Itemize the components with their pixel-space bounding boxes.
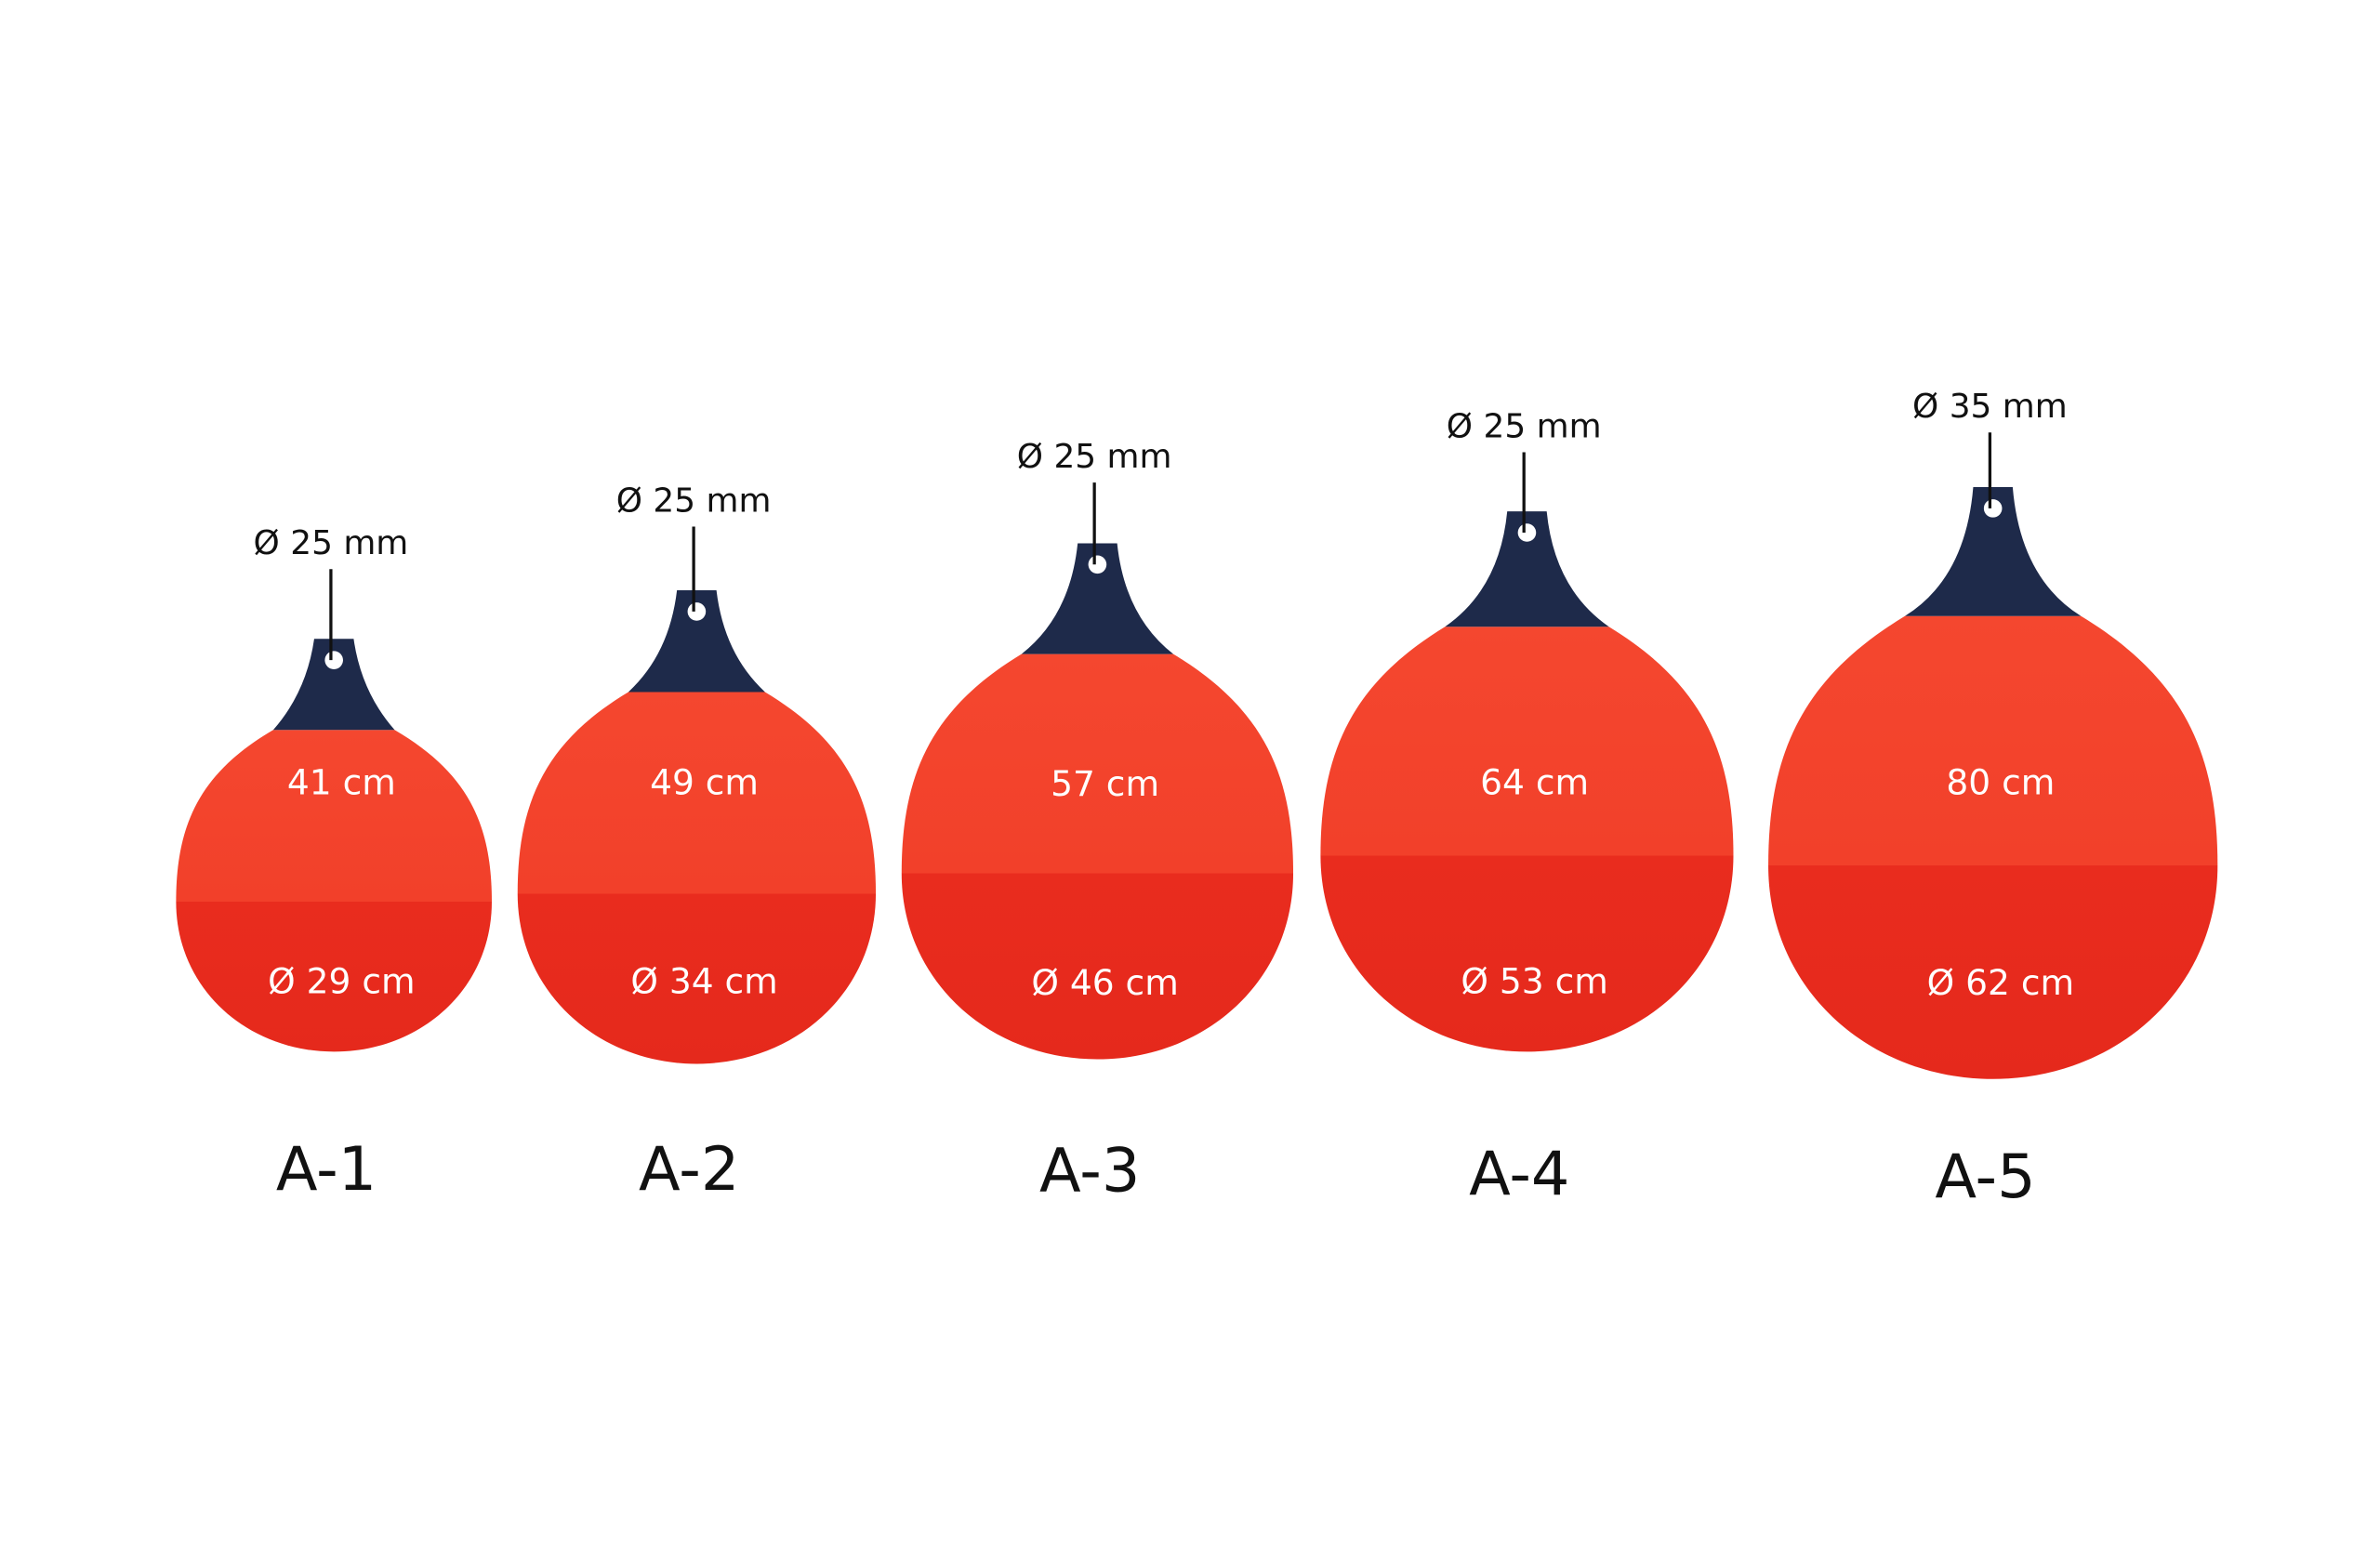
buoy-cap — [1904, 487, 2082, 616]
buoy-body — [1768, 615, 2218, 1079]
buoy-eye — [324, 651, 343, 669]
buoy-diameter: Ø 46 cm — [1031, 962, 1178, 1003]
buoy-cap — [272, 639, 395, 731]
eye-diameter: Ø 25 mm — [616, 482, 772, 520]
buoy-height: 64 cm — [1480, 762, 1589, 803]
buoy: Ø 35 mm 80 cm Ø 62 cm A-5 — [1768, 388, 2218, 1212]
buoy-diameter: Ø 34 cm — [630, 960, 777, 1001]
buoy-height: 57 cm — [1051, 763, 1159, 804]
buoy: Ø 25 mm 64 cm Ø 53 cm A-4 — [1320, 407, 1734, 1209]
buoy-height: 41 cm — [287, 762, 396, 803]
model-name: A-3 — [1039, 1136, 1140, 1207]
buoy-cap — [1445, 511, 1609, 627]
buoy: Ø 25 mm 41 cm Ø 29 cm A-1 — [176, 524, 492, 1205]
eye-diameter: Ø 35 mm — [1912, 388, 2068, 426]
buoy-cap — [628, 590, 765, 693]
buoy-eye — [1983, 499, 2003, 518]
buoy-body — [176, 730, 492, 1052]
buoy-body — [901, 653, 1294, 1060]
buoy-diameter: Ø 53 cm — [1461, 960, 1607, 1001]
buoy-diameter: Ø 62 cm — [1927, 962, 2074, 1003]
buoy-cap — [1021, 543, 1174, 654]
model-name: A-2 — [639, 1134, 739, 1205]
buoy-height: 80 cm — [1946, 762, 2055, 803]
buoy-body — [1320, 627, 1734, 1052]
buoy-height: 49 cm — [650, 762, 759, 803]
eye-diameter: Ø 25 mm — [1447, 407, 1602, 445]
buoy: Ø 25 mm 49 cm Ø 34 cm A-2 — [517, 482, 877, 1205]
buoy-eye — [1088, 555, 1107, 574]
eye-diameter: Ø 25 mm — [1017, 438, 1172, 476]
buoy: Ø 25 mm 57 cm Ø 46 cm A-3 — [901, 438, 1294, 1207]
buoy-diameter: Ø 29 cm — [268, 960, 415, 1001]
buoy-eye — [1517, 523, 1537, 542]
model-name: A-1 — [276, 1134, 377, 1205]
model-name: A-5 — [1935, 1141, 2035, 1212]
buoy-eye — [687, 602, 707, 621]
eye-diameter: Ø 25 mm — [254, 524, 409, 562]
model-name: A-4 — [1469, 1139, 1569, 1209]
buoy-body — [517, 692, 877, 1064]
